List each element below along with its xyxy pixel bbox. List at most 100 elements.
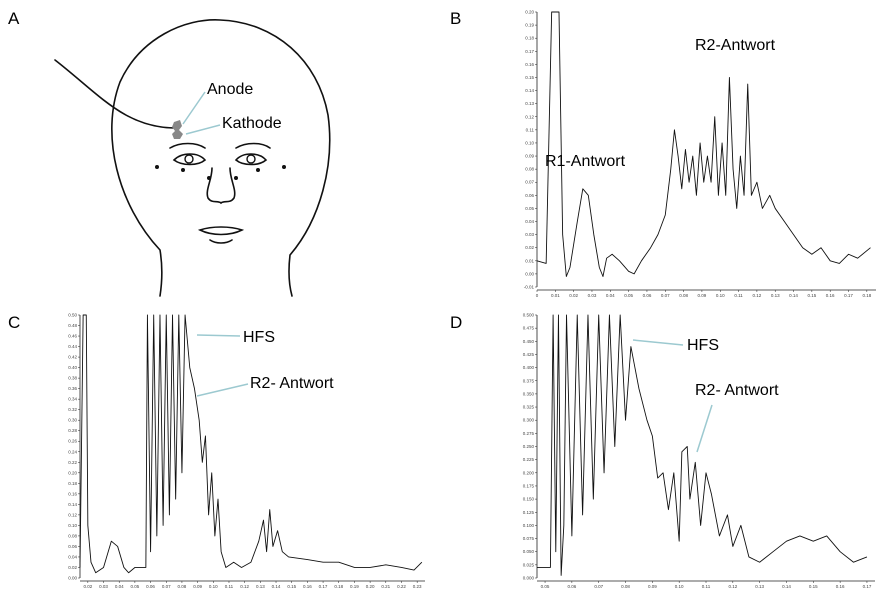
y-tick-label: 0.44	[68, 344, 77, 349]
x-tick-label: 0.15	[809, 584, 818, 589]
y-tick-label: 0.08	[68, 533, 77, 538]
wire	[54, 59, 177, 129]
panel-label: B	[450, 9, 461, 28]
y-tick-label: 0.03	[525, 232, 534, 237]
y-tick-label: 0.02	[68, 565, 77, 570]
x-tick-label: 0.05	[131, 584, 140, 589]
y-tick-label: 0.06	[525, 193, 534, 198]
y-tick-label: 0.20	[68, 470, 77, 475]
x-tick-label: 0.01	[551, 293, 560, 298]
y-tick-label: 0.425	[523, 352, 535, 357]
y-tick-label: 0.06	[68, 544, 77, 549]
x-tick-label: 0.13	[256, 584, 265, 589]
x-tick-label: 0.18	[334, 584, 343, 589]
x-tick-label: 0.11	[225, 584, 234, 589]
annotation-arrow	[196, 383, 249, 397]
panel-label: D	[450, 313, 462, 332]
annotation: R2- Antwort	[250, 375, 334, 392]
y-tick-label: 0.38	[68, 376, 77, 381]
y-tick-label: 0.02	[525, 245, 534, 250]
face-diagram: Anode Kathode	[54, 19, 331, 297]
y-tick-label: 0.10	[525, 140, 534, 145]
x-tick-label: 0.09	[648, 584, 657, 589]
panel-label: A	[8, 9, 20, 28]
y-tick-label: 0.14	[68, 502, 77, 507]
panel-labels: A B C D	[8, 9, 462, 332]
x-tick-label: 0.03	[588, 293, 597, 298]
x-tick-label: 0.19	[350, 584, 359, 589]
y-tick-label: 0.18	[68, 481, 77, 486]
x-tick-label: 0.13	[771, 293, 780, 298]
diagram-label: Kathode	[222, 115, 282, 132]
x-tick-label: 0.04	[606, 293, 615, 298]
y-tick-label: 0.40	[68, 365, 77, 370]
x-tick-label: 0.10	[716, 293, 725, 298]
y-tick-label: 0.14	[525, 88, 534, 93]
x-tick-label: 0.05	[624, 293, 633, 298]
trace	[79, 314, 423, 574]
x-tick-label: 0.15	[807, 293, 816, 298]
x-tick-label: 0.08	[621, 584, 630, 589]
y-tick-label: 0.09	[525, 154, 534, 159]
x-tick-label: 0.10	[209, 584, 218, 589]
y-tick-label: 0.300	[523, 418, 535, 423]
y-tick-label: 0.250	[523, 444, 535, 449]
x-tick-label: 0.11	[702, 584, 711, 589]
y-tick-label: 0.450	[523, 339, 535, 344]
x-tick-label: 0.17	[863, 584, 872, 589]
x-tick-label: 0.10	[675, 584, 684, 589]
x-tick-label: 0.07	[162, 584, 171, 589]
annotation-arrow	[196, 334, 241, 337]
y-tick-label: 0.350	[523, 391, 535, 396]
trace	[537, 314, 868, 576]
y-tick-label: 0.30	[68, 418, 77, 423]
x-tick-label: 0.03	[99, 584, 108, 589]
y-tick-label: 0.025	[523, 562, 535, 567]
y-tick-label: 0.48	[68, 323, 77, 328]
x-tick-label: 0	[536, 293, 539, 298]
x-tick-label: 0.02	[569, 293, 578, 298]
x-tick-label: 0.16	[303, 584, 312, 589]
y-tick-label: 0.07	[525, 180, 534, 185]
x-tick-label: 0.13	[755, 584, 764, 589]
pupil	[184, 154, 194, 164]
annotation: R2-Antwort	[695, 37, 776, 54]
x-tick-label: 0.12	[728, 584, 737, 589]
y-tick-label: 0.375	[523, 378, 535, 383]
y-tick-label: 0.04	[68, 554, 77, 559]
x-tick-label: 0.16	[826, 293, 835, 298]
x-tick-label: 0.21	[381, 584, 390, 589]
y-tick-label: 0.42	[68, 355, 77, 360]
y-tick-label: 0.275	[523, 431, 535, 436]
diagram-label: Anode	[207, 81, 253, 98]
y-tick-label: 0.05	[525, 206, 534, 211]
y-tick-label: 0.50	[68, 313, 77, 318]
arrow	[182, 91, 221, 135]
y-tick-label: 0.16	[68, 491, 77, 496]
y-tick-label: 0.400	[523, 365, 535, 370]
x-tick-label: 0.09	[193, 584, 202, 589]
trace	[536, 11, 871, 277]
chart: -0.01 0.00 0.01 0.02 0.03 0.04 0.05 0.06 0.07 0.0…	[524, 10, 876, 298]
y-tick-label: 0.19	[525, 23, 534, 28]
x-tick-label: 0.20	[366, 584, 375, 589]
x-tick-label: 0.14	[272, 584, 281, 589]
x-tick-label: 0.22	[397, 584, 406, 589]
y-tick-label: 0.475	[523, 326, 535, 331]
y-tick-label: 0.10	[68, 523, 77, 528]
annotation: R2- Antwort	[695, 382, 779, 399]
y-tick-label: 0.15	[525, 75, 534, 80]
y-tick-label: 0.050	[523, 549, 535, 554]
y-tick-label: 0.125	[523, 510, 535, 515]
x-tick-label: 0.23	[413, 584, 422, 589]
y-tick-label: 0.12	[525, 114, 534, 119]
y-tick-label: 0.36	[68, 386, 77, 391]
x-tick-label: 0.05	[541, 584, 550, 589]
annotation: HFS	[687, 337, 719, 354]
x-tick-label: 0.11	[734, 293, 743, 298]
head	[111, 19, 331, 297]
y-tick-label: 0.12	[68, 512, 77, 517]
y-tick-label: 0.325	[523, 405, 535, 410]
nose	[206, 167, 236, 205]
y-tick-label: 0.075	[523, 536, 535, 541]
